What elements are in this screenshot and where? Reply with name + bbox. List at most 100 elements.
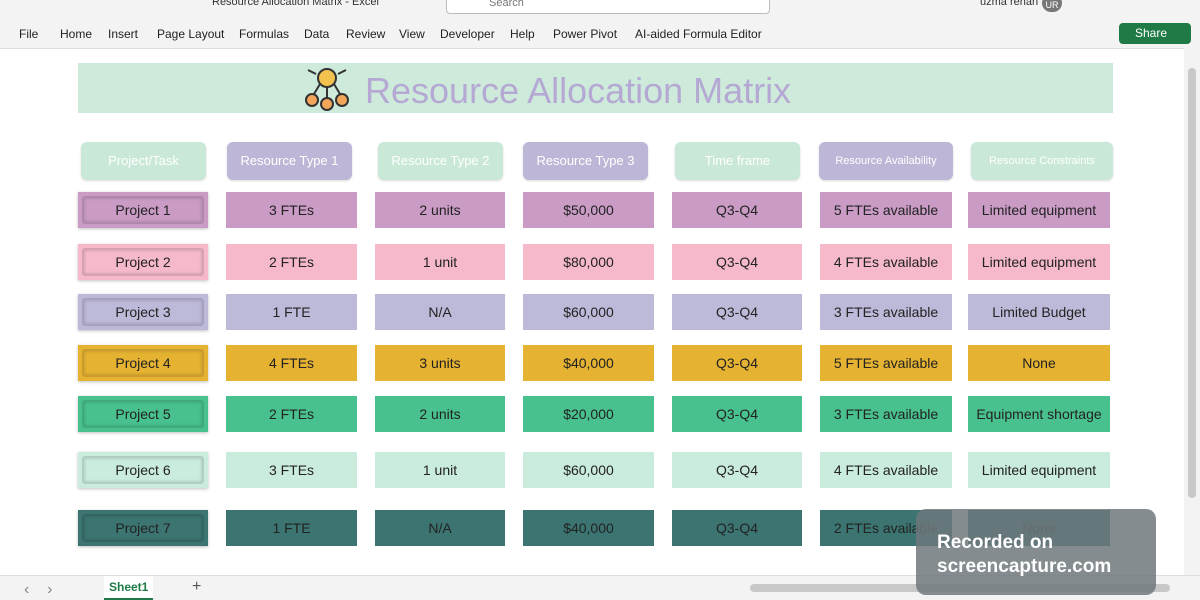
cell-frame	[82, 298, 204, 326]
cell-text: 5 FTEs available	[833, 355, 939, 371]
watermark-line: screencapture.com	[937, 556, 1112, 577]
cell-text: Project 2	[115, 254, 171, 270]
matrix-cell: Q3-Q4	[672, 294, 802, 330]
menu-item[interactable]: Help	[510, 27, 535, 41]
menu-item[interactable]: Power Pivot	[553, 27, 618, 41]
cell-text: $80,000	[563, 254, 614, 270]
menu-item[interactable]: Data	[304, 27, 330, 41]
ribbon-menu: File Home Insert Page Layout Formulas Data Rev…	[0, 14, 1200, 49]
search-box[interactable]: Search	[446, 0, 770, 14]
matrix-cell: 1 unit	[375, 244, 505, 280]
matrix-cell: Project 2	[78, 244, 208, 280]
tab-nav[interactable]: ‹ ›	[24, 581, 53, 598]
cell-text: 2 FTEs available	[833, 520, 939, 536]
matrix-cell: Q3-Q4	[672, 452, 802, 488]
menu-item[interactable]: Home	[60, 27, 93, 41]
search-placeholder: Search	[489, 0, 524, 9]
cell-text: 3 units	[419, 355, 461, 371]
matrix-cell: 3 FTEs available	[820, 396, 952, 432]
matrix-cell: 2 units	[375, 396, 505, 432]
menu-item[interactable]: Developer	[440, 27, 495, 41]
cell-text: Project 6	[115, 462, 171, 478]
cell-text: None	[1022, 355, 1056, 371]
file-name: Resource Allocation Matrix - Excel	[212, 0, 379, 8]
menu-item[interactable]: Review	[346, 27, 386, 41]
cell-text: 4 FTEs available	[833, 254, 939, 270]
matrix-cell: Project 6	[78, 452, 208, 488]
matrix-cell: Q3-Q4	[672, 396, 802, 432]
sheet-tab[interactable]: Sheet1	[104, 576, 154, 600]
cell-text: Project 1	[115, 202, 171, 218]
cell-text: Project 7	[115, 520, 171, 536]
cell-text: Q3-Q4	[715, 355, 758, 371]
avatar[interactable]: UR	[1042, 0, 1062, 12]
cell-text: 4 FTEs	[268, 355, 315, 371]
cell-frame	[82, 349, 204, 377]
matrix-cell: Q3-Q4	[672, 510, 802, 546]
cell-text: $60,000	[563, 304, 614, 320]
matrix-cell: Q3-Q4	[672, 192, 802, 228]
matrix-cell: 4 FTEs available	[820, 452, 952, 488]
matrix-cell: 5 FTEs available	[820, 192, 952, 228]
cell-text: 3 FTEs available	[833, 304, 939, 320]
menu-item[interactable]: View	[399, 27, 425, 41]
matrix-cell: 3 FTEs	[226, 452, 357, 488]
matrix-cell: $60,000	[523, 294, 654, 330]
sheet-title: Resource Allocation Matrix	[365, 70, 792, 111]
menu-item[interactable]: Formulas	[239, 27, 290, 41]
add-sheet[interactable]: +	[192, 578, 202, 595]
cell-text: Q3-Q4	[715, 254, 758, 270]
cell-text: Equipment shortage	[976, 406, 1102, 422]
cell-text: 4 FTEs available	[833, 462, 939, 478]
menu-item[interactable]: File	[19, 27, 39, 41]
matrix-cell: Q3-Q4	[672, 244, 802, 280]
matrix-cell: 2 FTEs	[226, 396, 357, 432]
column-header: Resource Constraints	[971, 142, 1113, 180]
cell-frame	[82, 456, 204, 484]
cell-text: 1 FTE	[272, 520, 311, 536]
resource-icon	[305, 68, 349, 111]
cell-text: Q3-Q4	[715, 406, 758, 422]
matrix-cell: Q3-Q4	[672, 345, 802, 381]
matrix-cell: None	[968, 345, 1110, 381]
matrix-cell: N/A	[375, 294, 505, 330]
menu-item[interactable]: Page Layout	[157, 27, 225, 41]
user-name: uzma rehan	[980, 0, 1039, 8]
cell-text: 3 FTEs	[268, 202, 315, 218]
column-header: Time frame	[675, 142, 800, 180]
cell-text: $40,000	[563, 355, 614, 371]
matrix-cell: 3 units	[375, 345, 505, 381]
cell-text: Q3-Q4	[715, 462, 758, 478]
cell-text: Project 4	[115, 355, 171, 371]
vertical-scrollbar[interactable]	[1184, 48, 1200, 575]
matrix-cell: 3 FTEs	[226, 192, 357, 228]
column-header: Resource Type 3	[523, 142, 648, 180]
cell-text: 2 units	[419, 202, 461, 218]
cell-text: Limited Budget	[992, 304, 1086, 320]
cell-text: 3 FTEs available	[833, 406, 939, 422]
matrix-cell: Equipment shortage	[968, 396, 1110, 432]
cell-frame	[82, 400, 204, 428]
title-banner	[78, 63, 1113, 113]
cell-text: $60,000	[563, 462, 614, 478]
matrix-cell: 3 FTEs available	[820, 294, 952, 330]
matrix-cell: 4 FTEs	[226, 345, 357, 381]
matrix-cell: 4 FTEs available	[820, 244, 952, 280]
menu-item[interactable]: AI-aided Formula Editor	[635, 27, 762, 41]
watermark-line: Recorded on	[937, 532, 1054, 553]
column-header: Resource Type 2	[378, 142, 503, 180]
matrix-cell: 5 FTEs available	[820, 345, 952, 381]
watermark: Recorded on screencapture.com	[916, 509, 1156, 595]
cell-text: Limited equipment	[981, 462, 1097, 478]
matrix-cell: Project 1	[78, 192, 208, 228]
cell-text: 2 units	[419, 406, 461, 422]
cell-text: $40,000	[563, 520, 614, 536]
scroll-thumb[interactable]	[1188, 68, 1196, 498]
cell-text: Project 5	[115, 406, 171, 422]
share-button[interactable]: Share	[1119, 23, 1191, 44]
matrix-cell: $40,000	[523, 510, 654, 546]
menu-item[interactable]: Insert	[108, 27, 139, 41]
cell-text: 3 FTEs	[268, 462, 315, 478]
cell-text: N/A	[428, 304, 452, 320]
